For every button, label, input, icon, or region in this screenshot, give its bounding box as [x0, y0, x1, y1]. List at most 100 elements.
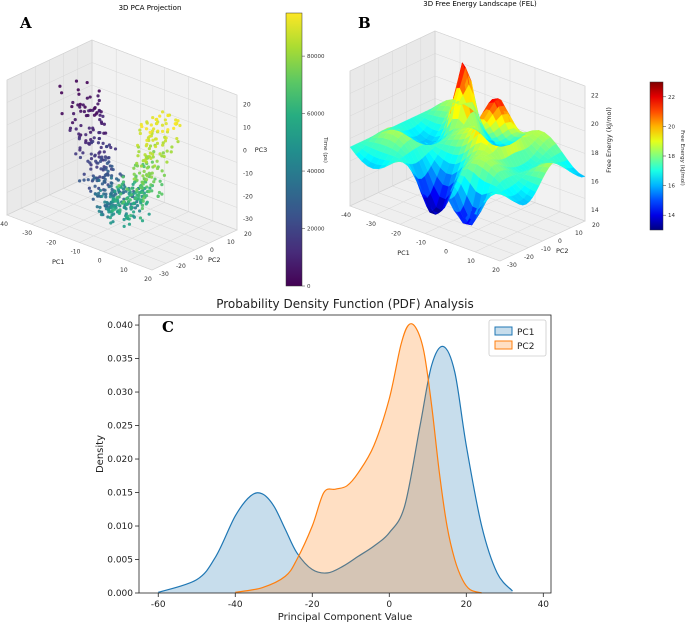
legend-swatch-pc1	[494, 326, 513, 336]
scatter-point	[145, 166, 149, 170]
scatter-point	[138, 171, 142, 175]
scatter-point	[132, 177, 136, 181]
x-tick-label: 20	[461, 600, 473, 610]
scatter-point	[132, 210, 136, 214]
scatter-point	[93, 153, 97, 157]
fel-y-tick: -10	[541, 246, 551, 253]
colorbar-tick-label: 18	[668, 154, 675, 160]
fel-x-tick: -30	[366, 221, 376, 228]
scatter-point	[97, 209, 101, 213]
scatter-point	[77, 92, 81, 96]
series-area-pc1	[158, 346, 513, 593]
scatter-point	[101, 114, 105, 118]
scatter-point	[122, 205, 126, 210]
fel-z-tick: 20	[591, 121, 599, 128]
scatter-point	[176, 140, 180, 144]
scatter-point	[95, 205, 99, 209]
scatter-point	[138, 209, 142, 213]
scatter-point	[151, 155, 155, 159]
scatter-point	[155, 141, 160, 146]
scatter-point	[98, 130, 102, 135]
colorbar-gradient	[649, 81, 664, 231]
scatter-point	[98, 159, 103, 163]
scatter-point	[98, 205, 102, 209]
scatter-point	[141, 181, 145, 185]
scatter-point	[162, 154, 166, 159]
scatter-point	[162, 173, 167, 177]
scatter-point	[118, 208, 122, 212]
colorbar-tick-label: 20	[668, 124, 675, 130]
scatter-point	[156, 194, 160, 199]
fel-x-tick: 10	[467, 258, 475, 265]
scatter-point	[70, 121, 75, 125]
x-tick-label: -20	[305, 600, 320, 610]
plot-frame	[138, 314, 552, 594]
scatter-point	[145, 120, 149, 124]
scatter-point	[94, 192, 98, 196]
y-tick-label: 0.010	[107, 522, 133, 532]
scatter-point	[148, 144, 153, 148]
legend-label-pc2: PC2	[517, 342, 534, 352]
y-tick-label: 0.040	[107, 321, 133, 331]
scatter-point	[160, 129, 165, 133]
scatter-point	[147, 212, 151, 216]
scatter-point	[86, 113, 90, 118]
scatter-point	[153, 177, 157, 181]
scatter-point	[103, 155, 108, 159]
scatter-point	[155, 166, 160, 171]
colorbar-tick-label: 16	[668, 184, 675, 190]
colorbar-tick-label: 40000	[307, 169, 325, 175]
scatter-point	[100, 182, 105, 186]
legend-box	[488, 319, 547, 357]
fel-z-tick: 14	[591, 207, 599, 214]
scatter-point	[138, 128, 142, 132]
scatter-point	[91, 108, 95, 112]
scatter-point	[87, 126, 91, 130]
pca-grid	[6, 214, 153, 271]
pca-grid	[6, 39, 93, 81]
scatter-point	[160, 192, 164, 196]
scatter-point	[105, 144, 109, 149]
y-tick-label: 0.035	[107, 355, 133, 365]
scatter-point	[125, 197, 129, 201]
scatter-point	[140, 203, 145, 207]
scatter-point	[88, 130, 93, 134]
pdf-chart: Probability Density Function (PDF) Analy…	[95, 297, 552, 622]
scatter-point	[109, 184, 113, 188]
scatter-point	[98, 150, 102, 154]
fel-y-tick: 10	[575, 230, 583, 237]
scatter-point	[170, 145, 174, 149]
scatter-point	[101, 141, 105, 145]
scatter-point	[71, 100, 75, 105]
fel-grid	[349, 205, 501, 262]
scatter-point	[99, 213, 104, 217]
x-tick-label: 40	[538, 600, 550, 610]
scatter-point	[81, 103, 85, 107]
scatter-point	[152, 150, 156, 154]
scatter-point	[119, 185, 123, 190]
scatter-point	[122, 217, 126, 222]
scatter-point	[98, 118, 102, 122]
scatter-point	[78, 102, 82, 106]
pca-grid	[151, 229, 238, 271]
scatter-point	[109, 176, 114, 180]
scatter-point	[132, 215, 137, 219]
scatter-point	[102, 150, 106, 154]
scatter-point	[97, 109, 101, 113]
fel-x-tick: -40	[341, 212, 351, 219]
legend-swatch-pc2	[494, 340, 513, 350]
pca-x-tick: -40	[0, 221, 8, 228]
scatter-point	[144, 127, 149, 131]
scatter-point	[89, 137, 93, 142]
scatter-point	[137, 193, 141, 197]
scatter-point	[93, 106, 97, 110]
scatter-point	[160, 123, 165, 127]
scatter-point	[104, 167, 108, 171]
scatter-point	[117, 203, 121, 207]
x-axis-label: Principal Component Value	[278, 612, 413, 622]
scatter-point	[87, 186, 91, 190]
pca-y-tick: 20	[244, 231, 252, 238]
pca-x-tick: -30	[22, 230, 32, 237]
scatter-point	[104, 131, 108, 135]
scatter-point	[158, 152, 162, 156]
